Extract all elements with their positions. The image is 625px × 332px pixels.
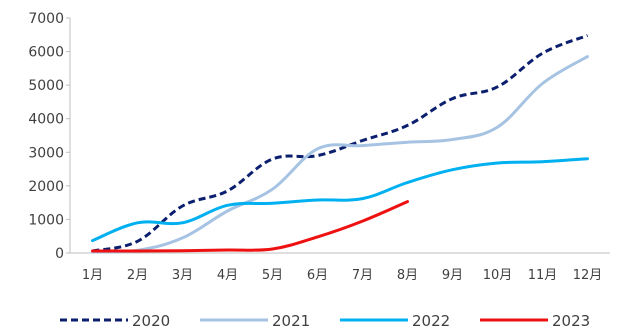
y-tick-label: 7000 xyxy=(28,11,64,27)
x-tick-label: 11月 xyxy=(528,268,558,283)
x-tick-label: 9月 xyxy=(442,268,463,283)
y-tick-label: 2000 xyxy=(28,179,64,195)
series-line-2021 xyxy=(91,55,589,254)
x-tick-label: 6月 xyxy=(307,268,328,283)
y-tick-label: 1000 xyxy=(28,212,64,228)
series-line-2020 xyxy=(92,34,589,253)
series-line-2023 xyxy=(91,200,409,253)
y-tick-label: 4000 xyxy=(28,112,64,128)
legend-label-2020: 2020 xyxy=(132,312,170,328)
x-tick-label: 7月 xyxy=(352,268,373,283)
y-tick-label: 5000 xyxy=(28,78,64,94)
legend-label-2023: 2023 xyxy=(552,312,590,328)
x-tick-label: 4月 xyxy=(217,268,238,283)
legend-label-2022: 2022 xyxy=(412,312,450,328)
y-tick-label: 0 xyxy=(55,246,64,262)
x-tick-label: 10月 xyxy=(483,268,513,283)
x-tick-label: 12月 xyxy=(573,268,603,283)
x-tick-label: 2月 xyxy=(127,268,148,283)
y-tick-label: 6000 xyxy=(28,45,64,61)
x-tick-label: 3月 xyxy=(172,268,193,283)
x-tick-label: 5月 xyxy=(262,268,283,283)
y-tick-label: 3000 xyxy=(28,145,64,161)
legend-label-2021: 2021 xyxy=(272,312,310,328)
x-tick-label: 8月 xyxy=(397,268,418,283)
series-line-2022 xyxy=(91,157,589,243)
x-tick-label: 1月 xyxy=(82,268,103,283)
